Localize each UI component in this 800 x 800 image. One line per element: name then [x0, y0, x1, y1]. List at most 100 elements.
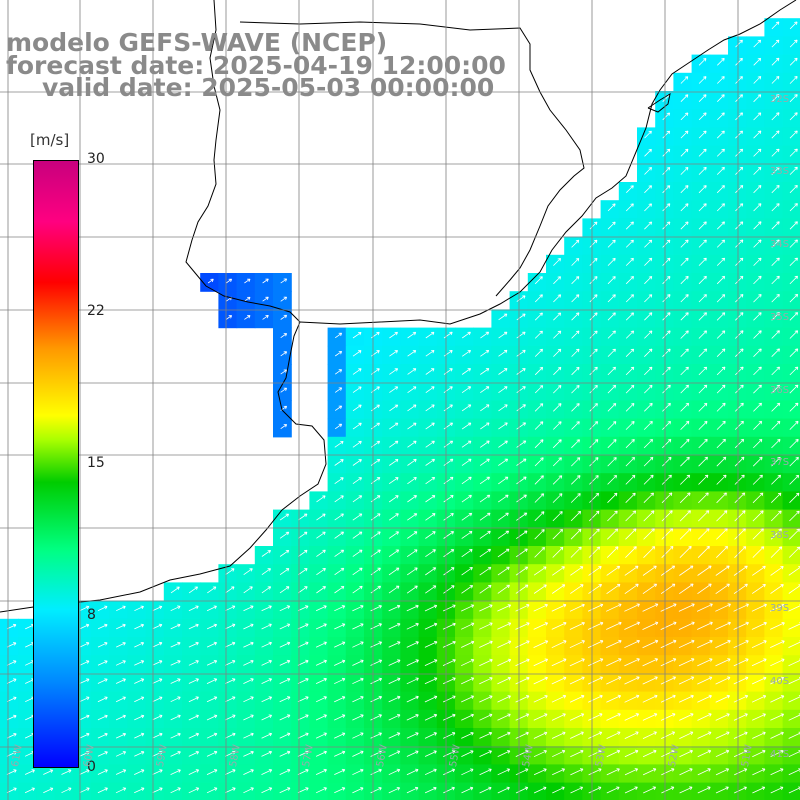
wind-arrow	[79, 751, 90, 757]
wind-arrow	[243, 605, 254, 612]
wind-arrow	[735, 130, 743, 139]
wind-arrow	[607, 510, 618, 522]
wind-arrow	[334, 605, 346, 612]
wind-cell	[327, 582, 347, 602]
wind-cell	[691, 273, 711, 292]
wind-arrow	[660, 565, 676, 576]
wind-arrow	[752, 510, 764, 522]
wind-arrow	[461, 732, 474, 739]
wind-arrow	[716, 312, 726, 321]
wind-arrow	[551, 676, 567, 685]
wind-arrow	[533, 750, 547, 758]
wind-cell	[746, 200, 765, 219]
wind-arrow	[789, 293, 799, 303]
wind-arrow	[571, 366, 580, 376]
wind-arrow	[352, 768, 364, 776]
colorbar	[33, 160, 79, 768]
wind-cell	[382, 582, 401, 602]
wind-arrow	[735, 185, 744, 194]
wind-cell	[637, 345, 656, 365]
wind-cell	[400, 600, 420, 620]
wind-cell	[709, 728, 729, 747]
wind-arrow	[497, 695, 511, 703]
wind-cell	[746, 491, 765, 511]
wind-arrow	[97, 732, 108, 739]
wind-cell	[18, 764, 37, 784]
wind-cell	[163, 691, 183, 711]
wind-arrow	[461, 750, 474, 757]
wind-arrow	[661, 492, 673, 504]
wind-arrow	[625, 546, 637, 558]
wind-arrow	[789, 384, 799, 394]
wind-arrow	[735, 330, 744, 339]
wind-cell	[491, 364, 511, 383]
wind-arrow	[370, 659, 383, 666]
wind-arrow	[388, 477, 399, 485]
wind-arrow	[697, 583, 712, 595]
wind-arrow	[370, 331, 380, 339]
wind-arrow	[6, 733, 17, 739]
wind-cell	[418, 345, 438, 365]
wind-cell	[673, 637, 693, 656]
wind-arrow	[116, 623, 126, 630]
wind-arrow	[79, 678, 90, 684]
wind-arrow	[789, 275, 798, 285]
wind-arrow	[370, 368, 380, 375]
wind-arrow	[770, 584, 784, 594]
wind-arrow	[570, 786, 584, 794]
wind-arrow	[571, 312, 580, 321]
wind-arrow	[625, 294, 634, 303]
wind-arrow	[480, 350, 490, 357]
wind-arrow	[680, 312, 689, 321]
wind-arrow	[479, 658, 493, 667]
wind-arrow	[225, 623, 236, 630]
wind-arrow	[734, 528, 746, 540]
wind-cell	[163, 600, 183, 620]
wind-arrow	[516, 349, 526, 357]
wind-cell	[600, 418, 620, 438]
wind-arrow	[515, 548, 528, 558]
wind-arrow	[569, 658, 585, 667]
wind-arrow	[406, 714, 419, 721]
wind-arrow	[334, 768, 346, 775]
wind-arrow	[789, 130, 798, 139]
wind-cell	[728, 364, 747, 383]
wind-arrow	[753, 438, 763, 449]
wind-cell	[709, 491, 729, 511]
wind-arrow	[479, 713, 493, 721]
wind-cell	[637, 236, 656, 256]
wind-cell	[673, 382, 693, 401]
wind-arrow	[588, 584, 602, 594]
wind-cell	[327, 491, 347, 511]
wind-arrow	[280, 314, 288, 320]
wind-arrow	[370, 440, 381, 448]
wind-cell	[637, 364, 656, 383]
wind-arrow	[515, 566, 529, 576]
wind-arrow	[553, 258, 561, 266]
wind-arrow	[170, 751, 181, 757]
wind-cell	[109, 655, 128, 674]
wind-arrow	[733, 640, 749, 649]
wind-arrow	[388, 787, 401, 794]
wind-cell	[746, 327, 765, 347]
wind-cell	[400, 473, 420, 492]
wind-cell	[691, 582, 711, 602]
wind-arrow	[443, 531, 454, 539]
wind-arrow	[680, 420, 690, 430]
wind-arrow	[516, 476, 527, 485]
wind-arrow	[389, 459, 399, 466]
wind-arrow	[515, 695, 530, 703]
wind-cell	[163, 637, 183, 656]
wind-arrow	[225, 586, 235, 594]
wind-cell	[691, 200, 711, 219]
wind-arrow	[607, 366, 616, 376]
wind-arrow	[334, 477, 344, 485]
wind-cell	[546, 382, 565, 401]
wind-cell	[200, 618, 219, 638]
wind-cell	[145, 673, 165, 693]
wind-cell	[491, 455, 511, 474]
wind-cell	[618, 582, 638, 602]
wind-arrow	[479, 604, 493, 612]
wind-arrow	[497, 548, 510, 558]
